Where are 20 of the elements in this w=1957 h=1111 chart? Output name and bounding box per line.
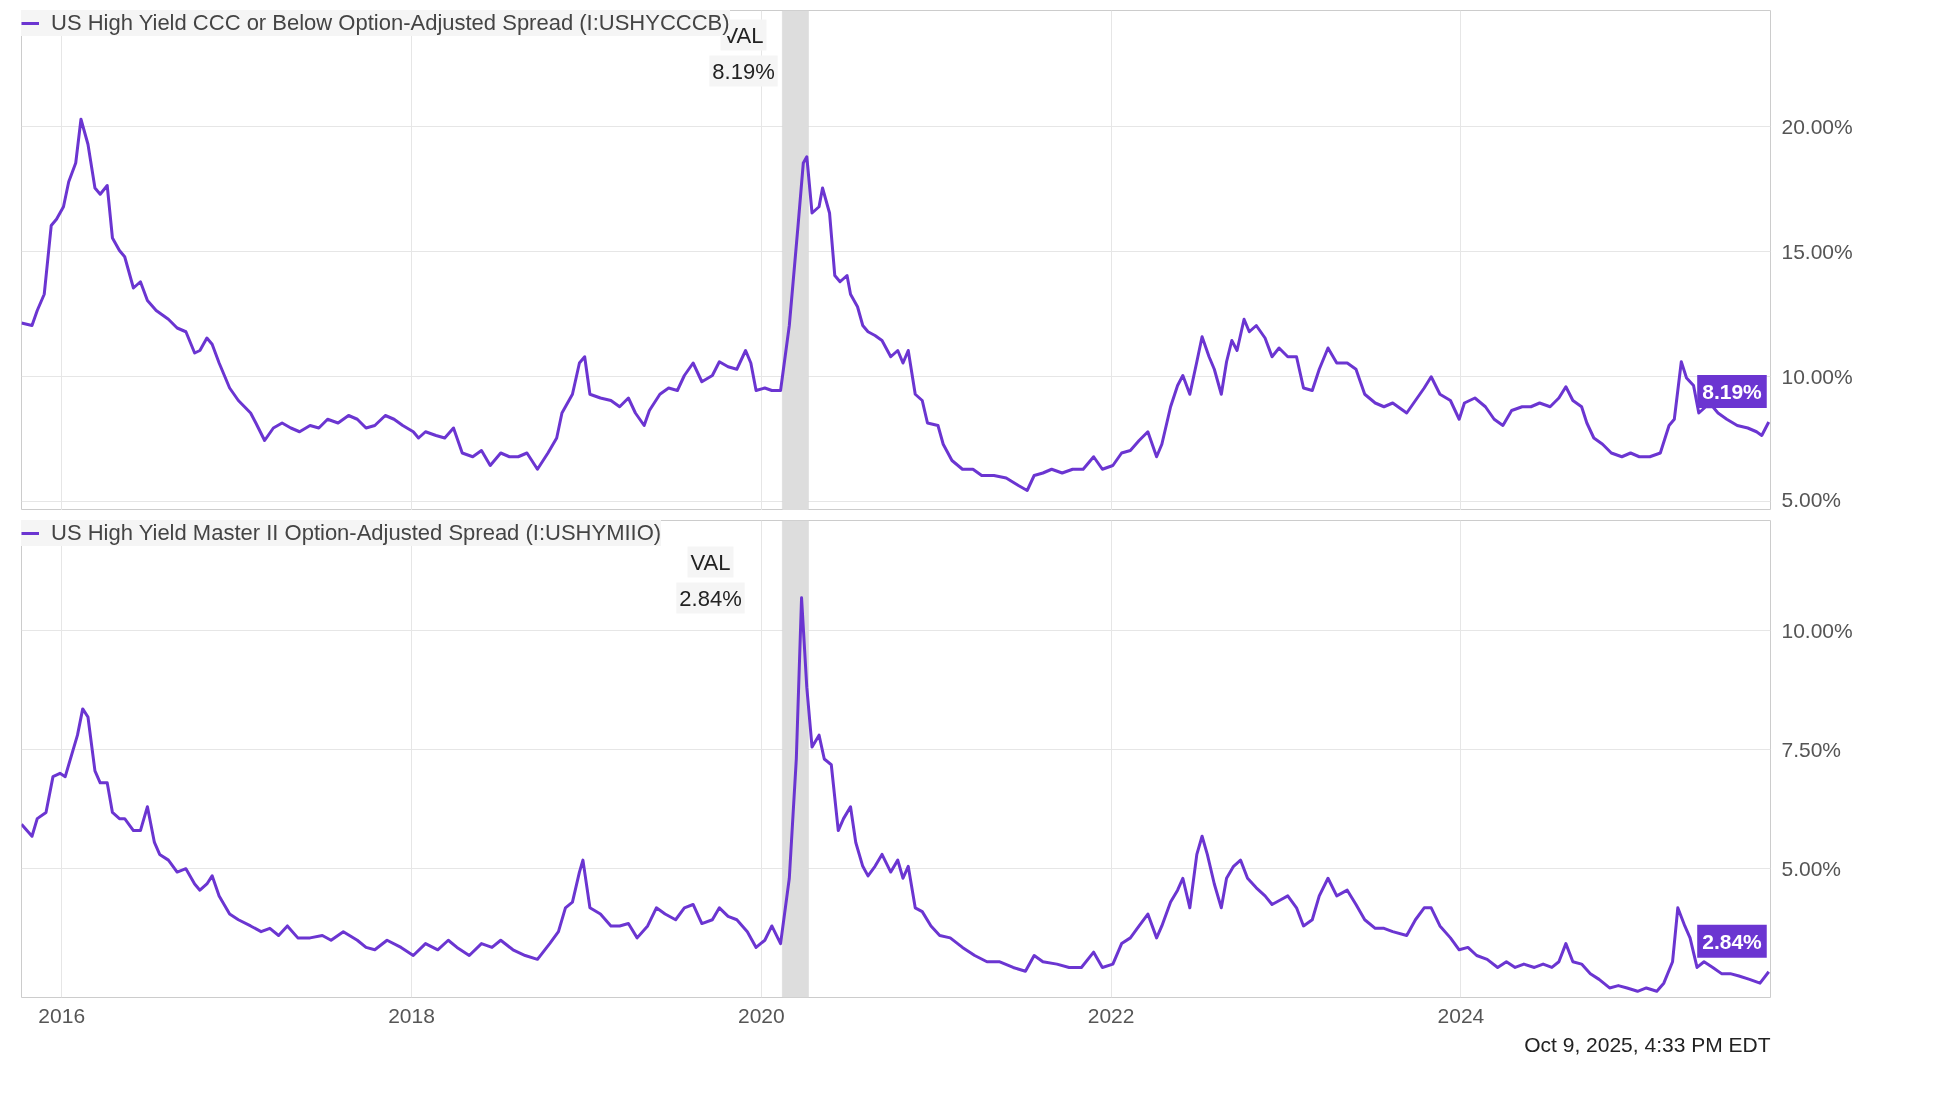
x-tick-label: 2020 — [737, 1003, 785, 1027]
annotation: 2.84% — [679, 585, 742, 611]
y-tick-label: 5.00% — [1781, 857, 1842, 881]
line-series — [21, 117, 1771, 492]
annotation: 8.19% — [1702, 380, 1763, 403]
y-tick-label: 15.00% — [1781, 240, 1853, 264]
y-tick-label: 5.00% — [1781, 487, 1842, 511]
x-tick-label: 2022 — [1087, 1003, 1135, 1027]
y-tick-label: 10.00% — [1781, 618, 1853, 642]
y-tick-label: 20.00% — [1781, 115, 1853, 139]
annotation: 8.19% — [712, 58, 775, 84]
annotation: 2.84% — [1702, 929, 1763, 953]
text: Oct 9, 2025, 4:33 PM EDT — [1524, 1032, 1771, 1056]
y-tick-label: 7.50% — [1781, 737, 1842, 761]
x-tick-label: 2016 — [38, 1003, 86, 1027]
legend-label: US High Yield Master II Option-Adjusted Spread (I:USHYMIIO) — [51, 520, 662, 546]
y-tick-label: 10.00% — [1781, 365, 1853, 389]
x-tick-label: 2024 — [1437, 1003, 1485, 1027]
annotation: VAL — [690, 549, 731, 575]
x-tick-label: 2018 — [388, 1003, 435, 1027]
